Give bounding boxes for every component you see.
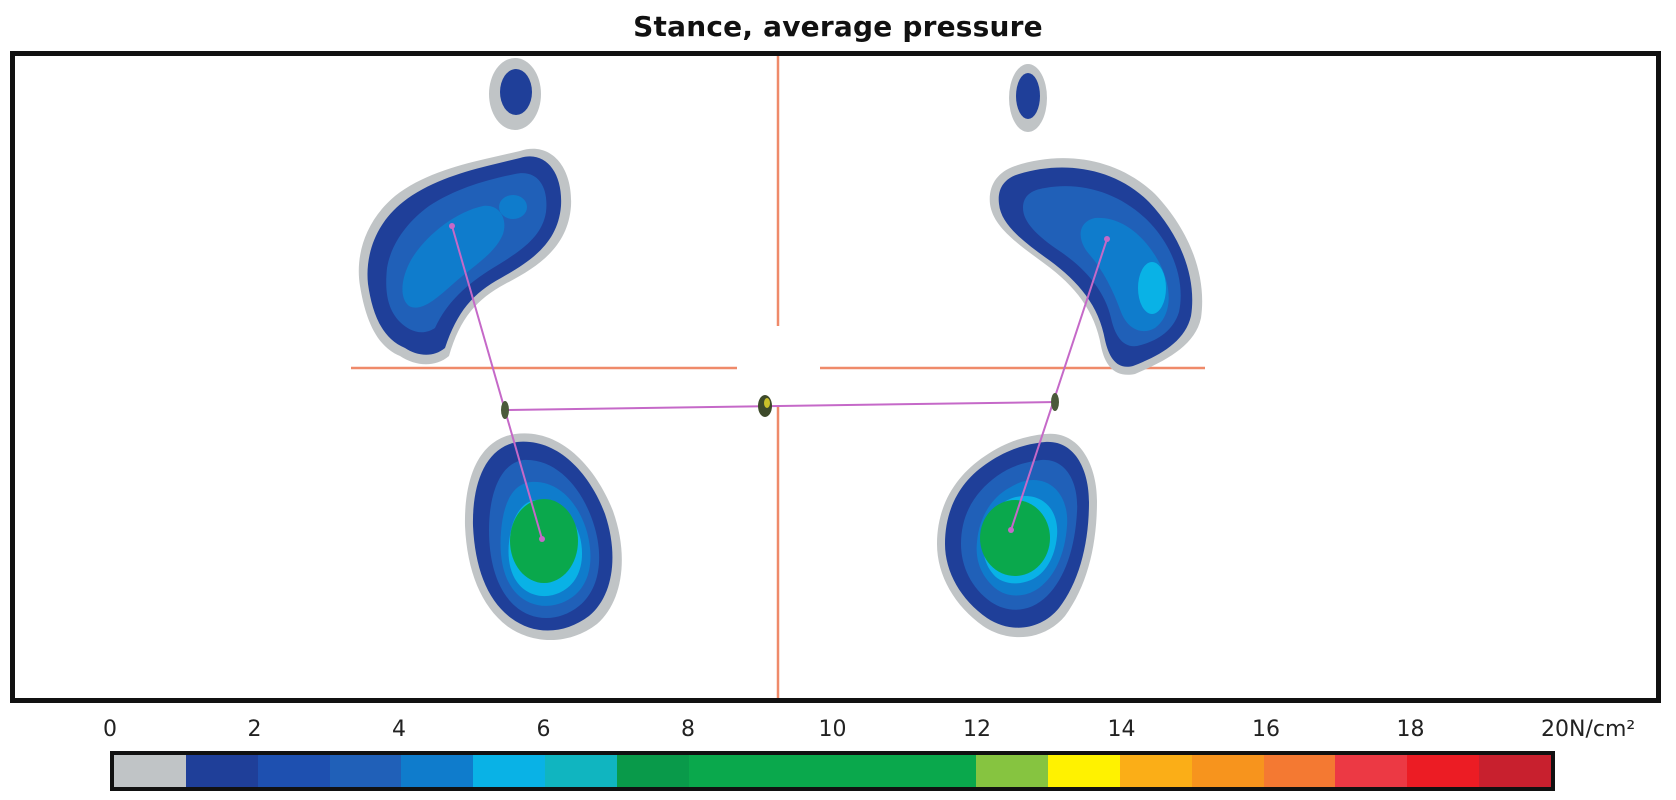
colorbar-bin bbox=[616, 755, 689, 787]
colorbar-tick-label: 0 bbox=[103, 717, 117, 742]
colorbar-ticks: 0 2 4 6 8 10 12 14 16 18 20 N/cm² bbox=[103, 717, 1635, 749]
colorbar-tick-label: 14 bbox=[1107, 717, 1136, 742]
pressure-map-svg bbox=[351, 56, 1205, 698]
cop-line-horizontal bbox=[504, 401, 1058, 411]
colorbar-bin bbox=[1263, 755, 1336, 787]
right-heel-region bbox=[937, 433, 1097, 638]
cop-point-left-forefoot bbox=[449, 223, 455, 229]
cop-point-right-forefoot bbox=[1104, 236, 1110, 242]
colorbar-bin bbox=[1407, 755, 1480, 787]
cop-line-right bbox=[1010, 238, 1108, 531]
colorbar-tick-label: 2 bbox=[247, 717, 262, 742]
colorbar-tick-label: 6 bbox=[536, 717, 551, 742]
colorbar-tick-label: 18 bbox=[1396, 717, 1425, 742]
pressure-map bbox=[10, 51, 1661, 703]
colorbar-bin bbox=[257, 755, 330, 787]
chart-title: Stance, average pressure bbox=[633, 10, 1043, 43]
colorbar: 0 2 4 6 8 10 12 14 16 18 20 N/cm² bbox=[103, 717, 1635, 792]
colorbar-tick-label: 4 bbox=[392, 717, 406, 742]
right-hallux-region bbox=[1009, 64, 1047, 132]
cop-point-left-heel bbox=[539, 536, 545, 542]
colorbar-bar bbox=[110, 751, 1555, 791]
colorbar-bin bbox=[185, 755, 258, 787]
cop-marker-left bbox=[501, 401, 509, 419]
colorbar-bin bbox=[688, 755, 761, 787]
colorbar-bin bbox=[329, 755, 402, 787]
cop-line-left bbox=[451, 225, 543, 540]
colorbar-bin bbox=[976, 755, 1048, 787]
colorbar-bin bbox=[473, 755, 546, 787]
left-forefoot-region bbox=[358, 148, 572, 365]
colorbar-bin bbox=[1335, 755, 1408, 787]
colorbar-tick-label: 16 bbox=[1252, 717, 1280, 742]
colorbar-tick-label: 8 bbox=[681, 717, 695, 742]
right-forefoot-region bbox=[989, 158, 1203, 375]
colorbar-bin bbox=[401, 755, 474, 787]
cop-marker-right bbox=[1051, 393, 1059, 411]
colorbar-bin bbox=[545, 755, 617, 787]
colorbar-tick-label: 20 bbox=[1541, 717, 1569, 742]
cop-marker-center-highlight bbox=[764, 398, 770, 408]
colorbar-tick-label: 12 bbox=[963, 717, 991, 742]
colorbar-bin bbox=[1119, 755, 1192, 787]
colorbar-bin bbox=[1191, 755, 1264, 787]
colorbar-bin bbox=[1479, 755, 1551, 787]
left-heel-region bbox=[464, 433, 622, 641]
colorbar-bin bbox=[832, 755, 905, 787]
colorbar-bin bbox=[904, 755, 977, 787]
colorbar-bin bbox=[760, 755, 833, 787]
left-hallux-region bbox=[489, 58, 541, 130]
colorbar-bin bbox=[1047, 755, 1120, 787]
cop-point-right-heel bbox=[1008, 527, 1014, 533]
colorbar-unit: N/cm² bbox=[1569, 717, 1636, 742]
colorbar-tick-label: 10 bbox=[818, 717, 847, 742]
colorbar-bin bbox=[114, 755, 186, 787]
